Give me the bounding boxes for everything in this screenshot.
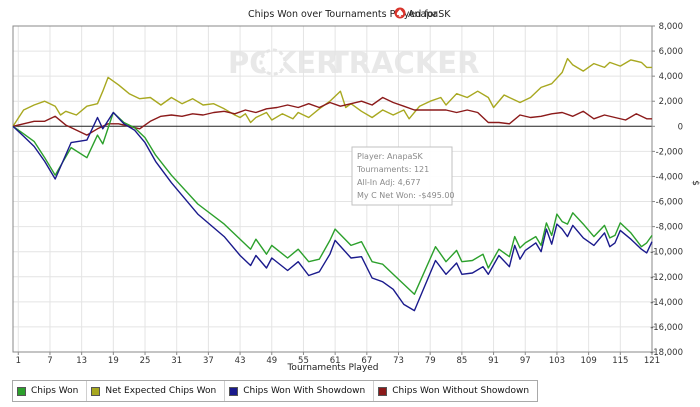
y-tick-label: -14,000 — [650, 298, 683, 308]
legend-label: Chips Won Without Showdown — [392, 386, 530, 396]
watermark-chip-icon — [259, 48, 287, 76]
x-tick-label: 79 — [425, 356, 436, 366]
x-tick-label: 37 — [203, 356, 214, 366]
y-tick-label: -8,000 — [656, 223, 683, 233]
x-tick-label: 25 — [140, 356, 151, 366]
y-tick-label: -2,000 — [656, 147, 683, 157]
watermark-tracker: TRACKER — [329, 46, 479, 80]
y-tick-label: -16,000 — [650, 323, 683, 333]
y-tick-label: -6,000 — [656, 198, 683, 208]
legend-swatch — [229, 386, 239, 396]
tooltip: Player: AnapaSK Tournaments: 121 All-In … — [351, 146, 455, 206]
legend: Chips Won Net Expected Chips Won Chips W… — [12, 380, 539, 402]
series-line-chips-won-with-showdown — [12, 111, 653, 312]
x-tick-label: 55 — [298, 356, 309, 366]
tooltip-player: Player: AnapaSK — [357, 152, 423, 161]
legend-item-net-expected[interactable]: Net Expected Chips Won — [87, 381, 226, 401]
chart-title-text: Chips Won over Tournaments Played for — [248, 9, 437, 20]
x-tick-label: 73 — [393, 356, 404, 366]
x-tick-label: 121 — [644, 356, 660, 366]
y-tick-label: -18,000 — [650, 348, 683, 358]
x-tick-label: 67 — [361, 356, 372, 366]
watermark: POKER TRACKER — [228, 46, 479, 80]
legend-swatch — [17, 386, 26, 396]
legend-item-chips-won[interactable]: Chips Won — [13, 381, 88, 401]
x-tick-label: 43 — [235, 356, 246, 366]
x-axis-ticks: 1 7 13 19 25 31 37 43 49 55 61 67 73 79 85 91 97 103 109 11… — [16, 352, 660, 366]
y-tick-label: -10,000 — [650, 248, 683, 258]
legend-item-without-showdown[interactable]: Chips Won Without Showdown — [374, 381, 537, 401]
x-axis-title: Tournaments Played — [286, 363, 378, 373]
legend-label: Net Expected Chips Won — [105, 386, 217, 396]
y-tick-label: -12,000 — [650, 273, 683, 283]
tooltip-tournaments: Tournaments: 121 — [356, 165, 429, 174]
y-axis-title: $ — [690, 180, 700, 186]
y-tick-label: 2,000 — [659, 97, 683, 107]
series-line-chips-won — [12, 111, 653, 295]
x-tick-label: 19 — [108, 356, 119, 366]
y-tick-label: 4,000 — [659, 72, 683, 82]
x-tick-label: 61 — [330, 356, 341, 366]
y-tick-label: 0 — [678, 122, 683, 132]
x-tick-label: 85 — [456, 356, 467, 366]
legend-label: Chips Won With Showdown — [243, 386, 366, 396]
series-lines — [12, 57, 653, 312]
tooltip-mycnet: My C Net Won: -$495.00 — [357, 191, 455, 200]
x-tick-label: 109 — [581, 356, 597, 366]
x-tick-label: 1 — [16, 356, 21, 366]
x-tick-label: 13 — [76, 356, 87, 366]
y-tick-label: -4,000 — [656, 172, 683, 182]
y-tick-label: 8,000 — [659, 22, 683, 32]
tooltip-allin: All-In Adj: 4,677 — [357, 178, 421, 187]
legend-swatch — [378, 386, 388, 396]
y-axis-ticks: -18,000 -16,000 -14,000 -12,000 -10,000 -8,00… — [650, 22, 683, 358]
x-tick-label: 103 — [549, 356, 565, 366]
spade-logo-icon — [394, 7, 406, 19]
chart-player-name: AnapaSK — [408, 9, 451, 20]
chart-title: Chips Won over Tournaments Played for An… — [248, 7, 451, 20]
x-tick-label: 91 — [488, 356, 499, 366]
legend-swatch — [91, 386, 101, 396]
series-line-chips-won-without-showdown — [12, 96, 652, 136]
x-tick-label: 115 — [612, 356, 628, 366]
x-tick-label: 31 — [171, 356, 182, 366]
legend-label: Chips Won — [31, 386, 79, 396]
series-line-net-expected-chips-won — [12, 57, 652, 127]
x-tick-label: 7 — [47, 356, 52, 366]
plot-frame — [12, 25, 653, 353]
x-tick-label: 49 — [266, 356, 277, 366]
x-tick-label: 97 — [520, 356, 531, 366]
legend-item-with-showdown[interactable]: Chips Won With Showdown — [225, 381, 375, 401]
y-tick-label: 6,000 — [659, 47, 683, 57]
